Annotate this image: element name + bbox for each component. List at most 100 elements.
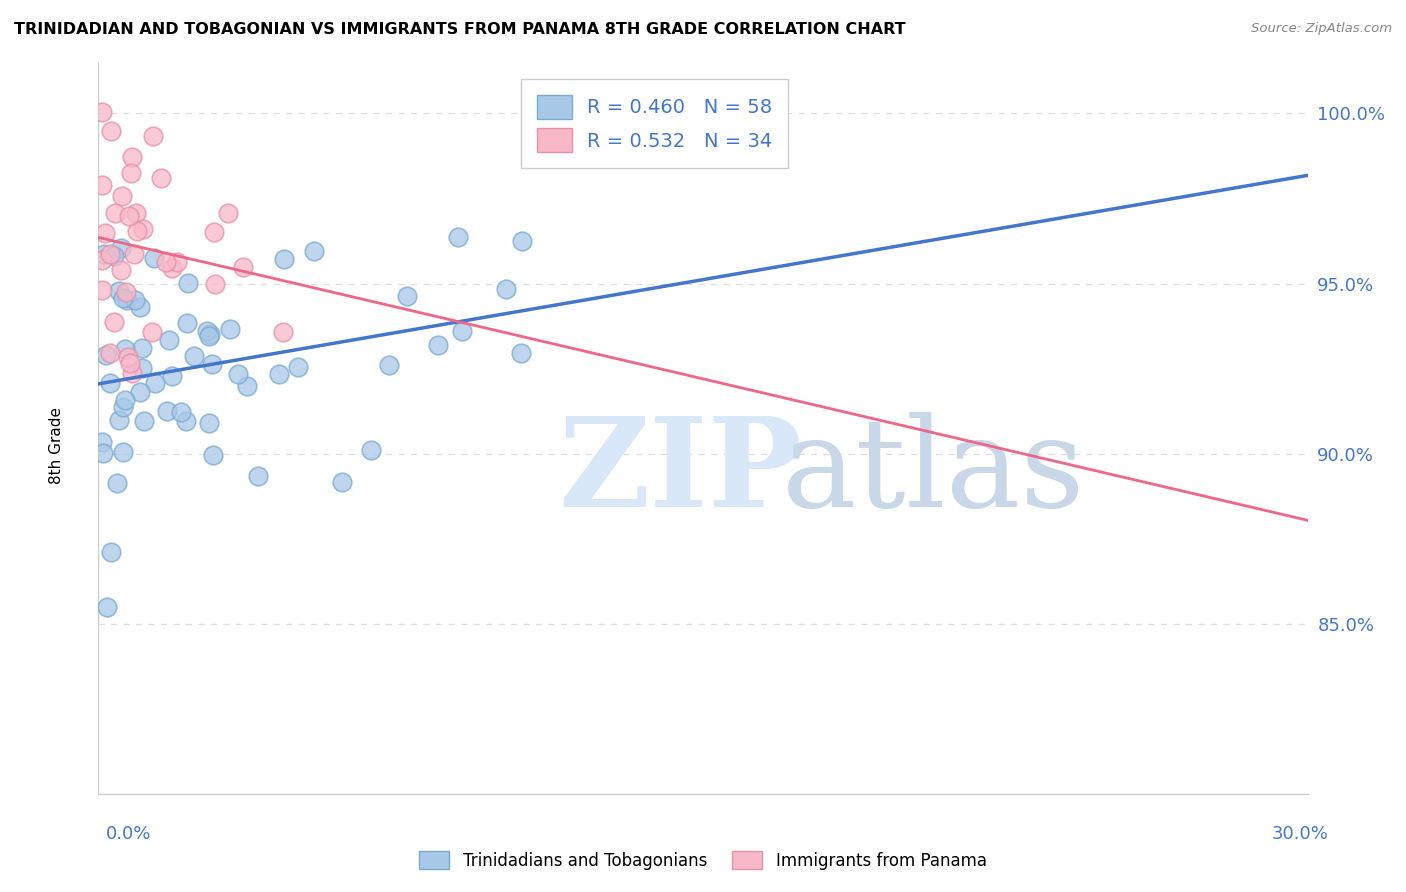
Point	[131, 361, 153, 376]
Point	[141, 325, 163, 339]
Point	[132, 414, 155, 428]
Point	[91, 446, 114, 460]
Point	[110, 188, 132, 202]
Point	[118, 209, 141, 223]
Point	[149, 170, 172, 185]
Point	[267, 367, 290, 381]
Point	[177, 276, 200, 290]
Point	[132, 221, 155, 235]
Point	[104, 206, 127, 220]
Point	[96, 599, 118, 614]
Text: 8th Grade: 8th Grade	[49, 408, 63, 484]
Point	[111, 400, 134, 414]
Point	[103, 315, 125, 329]
Point	[94, 348, 117, 362]
Point	[176, 316, 198, 330]
Point	[120, 166, 142, 180]
Point	[100, 124, 122, 138]
Point	[129, 385, 152, 400]
Point	[200, 357, 222, 371]
Point	[157, 333, 180, 347]
Point	[93, 246, 115, 260]
Point	[155, 255, 177, 269]
Point	[112, 291, 135, 305]
Point	[100, 545, 122, 559]
Point	[395, 289, 418, 303]
Point	[360, 443, 382, 458]
Point	[129, 301, 152, 315]
Point	[183, 350, 205, 364]
Point	[143, 376, 166, 390]
Point	[195, 324, 218, 338]
Point	[232, 260, 254, 275]
Text: TRINIDADIAN AND TOBAGONIAN VS IMMIGRANTS FROM PANAMA 8TH GRADE CORRELATION CHART: TRINIDADIAN AND TOBAGONIAN VS IMMIGRANTS…	[14, 22, 905, 37]
Point	[304, 244, 326, 258]
Point	[197, 329, 219, 343]
Point	[91, 104, 114, 119]
Point	[124, 293, 146, 307]
Point	[117, 350, 139, 364]
Point	[273, 252, 295, 267]
Text: atlas: atlas	[782, 411, 1085, 533]
Point	[115, 285, 138, 300]
Point	[125, 206, 148, 220]
Point	[142, 251, 165, 265]
Point	[91, 435, 114, 450]
Point	[98, 346, 121, 360]
Point	[114, 342, 136, 356]
Point	[108, 413, 131, 427]
Point	[110, 263, 132, 277]
Point	[377, 358, 399, 372]
Text: Source: ZipAtlas.com: Source: ZipAtlas.com	[1251, 22, 1392, 36]
Point	[118, 356, 141, 370]
Point	[204, 277, 226, 292]
Point	[246, 469, 269, 483]
Point	[110, 241, 132, 255]
Point	[114, 392, 136, 407]
Point	[117, 293, 139, 307]
Point	[160, 368, 183, 383]
Point	[131, 341, 153, 355]
Point	[156, 404, 179, 418]
Point	[160, 260, 183, 275]
Point	[201, 448, 224, 462]
Point	[451, 324, 474, 338]
Point	[217, 206, 239, 220]
Text: 30.0%: 30.0%	[1272, 825, 1329, 843]
Point	[510, 234, 533, 248]
Point	[105, 476, 128, 491]
Point	[218, 322, 240, 336]
Point	[174, 414, 197, 428]
Point	[98, 376, 121, 390]
Point	[111, 444, 134, 458]
Point	[330, 475, 353, 490]
Point	[166, 255, 188, 269]
Point	[91, 253, 114, 268]
Point	[447, 229, 470, 244]
Point	[198, 326, 221, 341]
Point	[271, 326, 294, 340]
Point	[121, 150, 143, 164]
Legend: R = 0.460   N = 58, R = 0.532   N = 34: R = 0.460 N = 58, R = 0.532 N = 34	[522, 79, 789, 168]
Point	[142, 128, 165, 143]
Point	[226, 367, 249, 381]
Point	[287, 360, 309, 375]
Point	[198, 416, 221, 430]
Point	[98, 247, 121, 261]
Text: 0.0%: 0.0%	[105, 825, 150, 843]
Point	[236, 378, 259, 392]
Point	[103, 250, 125, 264]
Point	[122, 247, 145, 261]
Point	[204, 225, 226, 239]
Point	[91, 283, 114, 297]
Point	[495, 282, 517, 296]
Point	[94, 227, 117, 241]
Point	[509, 345, 531, 359]
Point	[121, 366, 143, 380]
Point	[91, 178, 114, 192]
Text: ZIP: ZIP	[558, 411, 801, 533]
Point	[125, 224, 148, 238]
Point	[426, 337, 449, 351]
Legend: Trinidadians and Tobagonians, Immigrants from Panama: Trinidadians and Tobagonians, Immigrants…	[413, 845, 993, 877]
Point	[170, 404, 193, 418]
